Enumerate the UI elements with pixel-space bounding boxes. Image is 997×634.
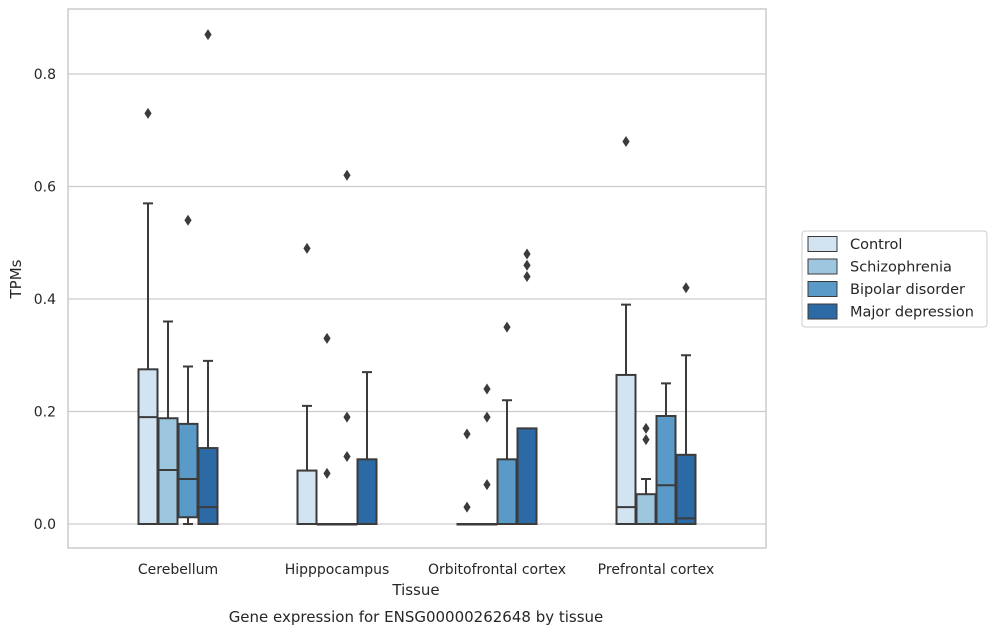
box-group xyxy=(137,107,159,525)
box-group xyxy=(516,248,538,525)
outlier-marker xyxy=(523,271,531,282)
outlier-marker xyxy=(204,29,212,41)
x-tick-labels: Cerebellum Hipppocampus Orbitofrontal cort… xyxy=(138,562,714,578)
box xyxy=(157,417,179,525)
box-group xyxy=(615,136,637,525)
outlier-marker xyxy=(523,248,531,260)
outlier-marker xyxy=(622,136,630,147)
chart-caption: Gene expression for ENSG00000262648 by t… xyxy=(229,608,604,626)
y-tick-labels: 0.0 0.2 0.4 0.6 0.8 xyxy=(34,67,56,533)
box-group xyxy=(197,29,219,525)
legend-swatch xyxy=(807,258,838,275)
box xyxy=(296,469,318,525)
outlier-marker xyxy=(343,169,351,181)
legend-swatch xyxy=(807,236,838,252)
y-tick-label: 0.2 xyxy=(34,405,56,421)
outlier-marker xyxy=(483,383,491,395)
x-tick-label: Hipppocampus xyxy=(285,562,390,578)
outlier-marker xyxy=(343,411,351,423)
legend-frame xyxy=(801,230,988,328)
boxes-layer xyxy=(137,29,697,526)
outlier-marker xyxy=(523,259,531,271)
outlier-marker xyxy=(323,332,331,344)
box xyxy=(496,458,518,525)
box xyxy=(356,458,378,525)
box-group xyxy=(316,332,338,526)
legend-swatch xyxy=(807,281,838,297)
legend-swatch xyxy=(807,303,838,320)
outlier-marker xyxy=(144,107,152,119)
outlier-marker xyxy=(483,479,491,491)
legend-label: Schizophrenia xyxy=(850,260,952,276)
box-group xyxy=(356,371,378,525)
box xyxy=(655,415,677,525)
y-tick-label: 0.6 xyxy=(34,180,56,196)
y-tick-label: 0.0 xyxy=(34,517,56,533)
box xyxy=(516,427,538,525)
y-tick-label: 0.8 xyxy=(34,67,56,83)
box-group xyxy=(336,169,358,526)
box xyxy=(137,368,159,525)
outlier-marker xyxy=(303,242,311,254)
legend-label: Bipolar disorder xyxy=(850,282,965,298)
box-group xyxy=(635,422,657,525)
x-tick-label: Prefrontal cortex xyxy=(598,562,715,578)
legend-label: Control xyxy=(850,237,902,253)
box xyxy=(177,422,199,519)
legend: Control Schizophrenia Bipolar disorder Majo… xyxy=(801,230,988,328)
box xyxy=(635,493,657,525)
box-group xyxy=(675,282,697,525)
outlier-marker xyxy=(323,467,331,479)
outlier-marker xyxy=(642,422,650,434)
outlier-marker xyxy=(642,434,650,446)
outlier-marker xyxy=(503,321,511,333)
legend-label: Major depression xyxy=(850,305,974,321)
y-tick-label: 0.4 xyxy=(34,292,56,308)
box xyxy=(675,453,697,525)
outlier-marker xyxy=(463,501,471,513)
outlier-marker xyxy=(682,282,690,294)
box xyxy=(197,447,219,525)
plot-frame xyxy=(67,8,767,549)
outlier-marker xyxy=(343,451,351,462)
x-tick-label: Cerebellum xyxy=(138,562,218,578)
outlier-marker xyxy=(463,428,471,440)
x-tick-label: Orbitofrontal cortex xyxy=(428,562,566,578)
outlier-marker xyxy=(184,214,192,226)
box xyxy=(615,373,637,525)
x-axis-label: Tissue xyxy=(391,581,439,599)
outlier-marker xyxy=(483,411,491,423)
y-axis-label: TPMs xyxy=(7,259,25,299)
box-group xyxy=(296,242,318,525)
box-group xyxy=(476,383,498,526)
